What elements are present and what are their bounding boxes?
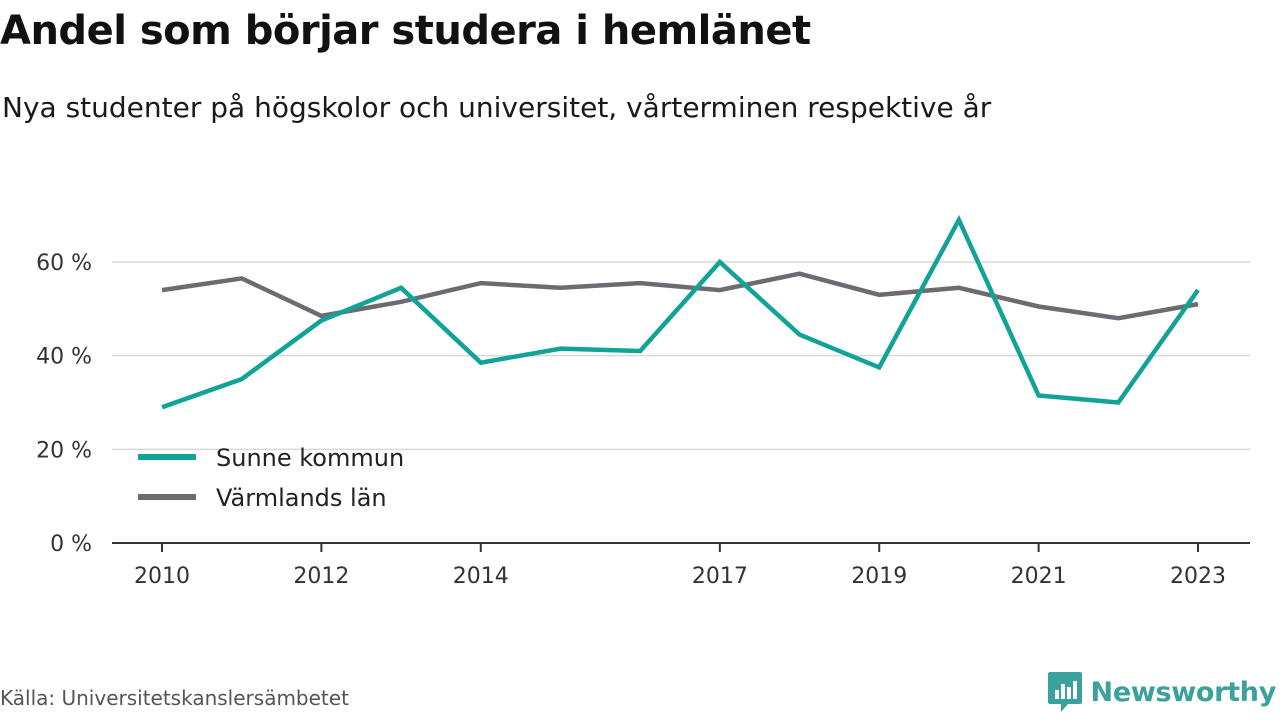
grid-lines xyxy=(112,261,1250,451)
line-chart: 0 % 20 % 40 % 60 % 2010 2012 2014 2017 2019 2021… xyxy=(36,214,1250,589)
x-tick-label: 2021 xyxy=(1011,564,1067,589)
series-line-sunne-kommun xyxy=(161,214,1200,410)
x-tick-label: 2014 xyxy=(453,564,509,589)
y-tick-label: 20 % xyxy=(36,438,92,463)
x-tick-label: 2010 xyxy=(134,564,190,589)
legend-label: Sunne kommun xyxy=(216,444,404,472)
newsworthy-logo-icon xyxy=(1047,672,1082,712)
chart-subtitle: Nya studenter på högskolor och universit… xyxy=(2,91,992,124)
y-tick-label: 40 % xyxy=(36,345,92,370)
chart-title: Andel som börjar studera i hemlänet xyxy=(0,8,811,54)
x-tick-label: 2023 xyxy=(1170,564,1226,589)
y-axis-ticks: 0 % 20 % 40 % 60 % xyxy=(36,251,92,557)
legend-label: Värmlands län xyxy=(216,484,387,512)
x-tick-label: 2012 xyxy=(293,564,349,589)
series-line-varmlands-lan xyxy=(161,271,1199,321)
x-tick-label: 2019 xyxy=(851,564,907,589)
legend: Sunne kommun Värmlands län xyxy=(138,444,404,512)
x-axis: 2010 2012 2014 2017 2019 2021 2023 xyxy=(112,542,1250,589)
y-tick-label: 60 % xyxy=(36,251,92,276)
y-tick-label: 0 % xyxy=(50,532,92,557)
brand-name: Newsworthy xyxy=(1090,676,1277,708)
x-tick-label: 2017 xyxy=(692,564,748,589)
brand-logo: Newsworthy xyxy=(1047,670,1276,714)
source-note: Källa: Universitetskanslersämbetet xyxy=(0,686,349,710)
series-lines xyxy=(161,214,1200,410)
